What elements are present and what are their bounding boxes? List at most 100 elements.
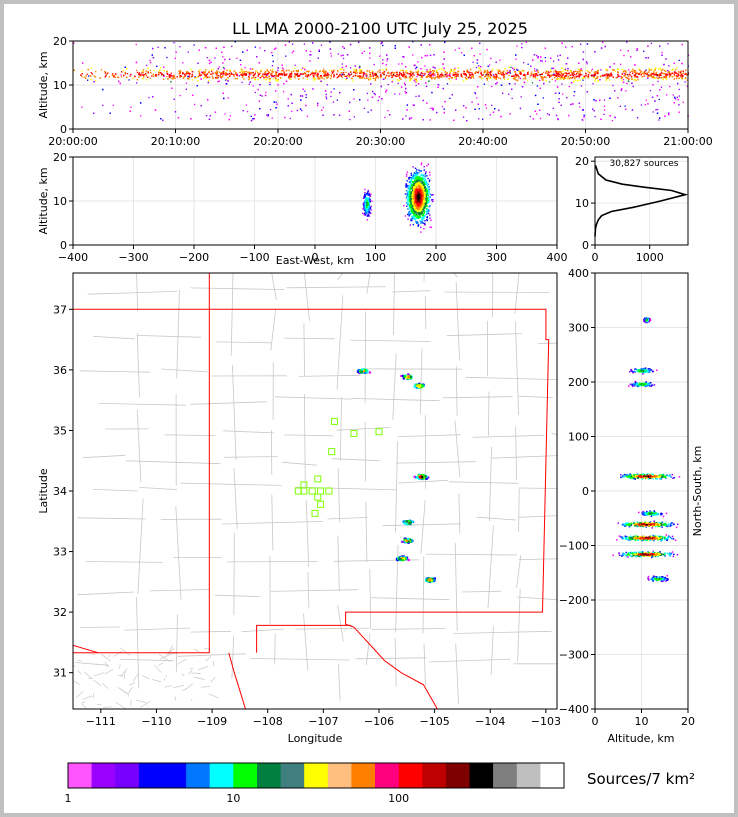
ew-altitude-source <box>407 190 409 193</box>
ew-altitude-source <box>368 194 370 197</box>
ew-altitude-source <box>369 212 371 215</box>
time-altitude-source <box>208 118 211 120</box>
time-altitude-source <box>537 71 539 74</box>
time-altitude-source <box>645 69 647 71</box>
time-altitude-source <box>160 67 162 69</box>
time-altitude-source <box>652 111 654 113</box>
time-altitude-source <box>369 75 371 78</box>
time-altitude-source <box>198 75 200 77</box>
time-altitude-source <box>341 66 344 69</box>
time-altitude-source <box>249 71 251 74</box>
time-altitude-source <box>349 101 351 104</box>
time-altitude-source <box>227 77 229 79</box>
time-altitude-source <box>650 69 652 71</box>
ew-altitude-source <box>364 191 366 194</box>
time-altitude-source <box>417 73 419 76</box>
time-altitude-source <box>186 71 188 73</box>
time-altitude-source <box>168 73 171 76</box>
time-altitude-source <box>650 74 652 77</box>
time-altitude-source <box>138 73 140 75</box>
ew-altitude-source <box>368 205 370 208</box>
time-altitude-source <box>437 86 439 88</box>
time-altitude-source <box>552 67 555 69</box>
time-altitude-source <box>484 75 487 77</box>
time-altitude-source <box>416 71 418 74</box>
time-altitude-source <box>557 55 559 57</box>
time-altitude-source <box>492 111 495 113</box>
time-altitude-source <box>254 46 256 48</box>
time-altitude-source <box>340 72 343 74</box>
ew-altitude-source <box>368 197 371 199</box>
time-altitude-source <box>509 113 511 115</box>
time-altitude-source <box>242 71 244 73</box>
time-altitude-source <box>626 74 629 76</box>
time-altitude-source <box>331 70 333 72</box>
time-altitude-source <box>674 71 676 73</box>
time-altitude-source <box>406 104 408 106</box>
time-altitude-source <box>490 74 492 76</box>
time-altitude-source <box>370 78 372 80</box>
time-altitude-source <box>321 109 323 111</box>
time-altitude-source <box>382 44 384 47</box>
time-altitude-source <box>269 78 271 80</box>
time-altitude-source <box>647 76 649 78</box>
time-altitude-source <box>318 71 320 73</box>
time-altitude-source <box>680 74 682 77</box>
time-altitude-source <box>478 108 480 110</box>
time-altitude-source <box>288 77 290 79</box>
time-altitude-source <box>444 41 446 43</box>
ew-altitude-source <box>365 209 368 211</box>
time-altitude-source <box>579 71 581 73</box>
time-altitude-source <box>470 76 472 78</box>
time-altitude-source <box>214 111 217 113</box>
time-altitude-source <box>340 75 342 77</box>
time-altitude-source <box>289 74 291 76</box>
time-altitude-source <box>313 77 315 80</box>
time-altitude-source <box>146 64 148 66</box>
time-altitude-source <box>535 74 537 76</box>
time-altitude-source <box>613 69 615 71</box>
time-altitude-source <box>283 69 285 71</box>
time-altitude-source <box>515 79 517 81</box>
time-altitude-source <box>184 73 186 76</box>
time-altitude-source <box>455 109 457 111</box>
time-altitude-source <box>519 107 522 110</box>
time-altitude-source <box>660 86 663 88</box>
time-altitude-source <box>467 76 470 79</box>
time-altitude-source <box>152 47 154 50</box>
time-altitude-source <box>369 74 371 76</box>
time-altitude-source <box>495 77 497 79</box>
time-altitude-source <box>173 74 175 76</box>
time-altitude-source <box>387 71 390 74</box>
ew-altitude-source <box>366 210 368 212</box>
time-altitude-source <box>682 72 684 74</box>
time-altitude-source <box>402 118 404 120</box>
time-altitude-source <box>345 78 347 81</box>
time-altitude-source <box>367 99 369 101</box>
time-altitude-source <box>515 76 517 79</box>
time-altitude-source <box>138 76 140 78</box>
time-altitude-source <box>661 77 663 79</box>
time-altitude-source <box>404 92 407 94</box>
time-altitude-source <box>446 75 448 77</box>
time-altitude-source <box>271 76 273 78</box>
time-altitude-source <box>204 74 206 76</box>
time-altitude-source <box>284 44 287 46</box>
time-altitude-source <box>255 76 257 79</box>
time-altitude-source <box>218 80 220 82</box>
time-altitude-source <box>677 82 679 85</box>
time-altitude-source <box>605 80 607 82</box>
time-altitude-source <box>548 71 550 73</box>
time-altitude-source <box>476 62 478 64</box>
time-altitude-source <box>671 72 673 74</box>
time-altitude-source <box>206 57 208 59</box>
time-altitude-source <box>634 69 636 72</box>
time-altitude-source <box>532 74 534 77</box>
time-altitude-source <box>241 81 243 84</box>
time-altitude-source <box>306 70 308 73</box>
time-altitude-source <box>254 79 256 81</box>
time-altitude-source <box>87 68 89 71</box>
ew-altitude-source <box>368 207 370 209</box>
time-altitude-source <box>410 77 412 80</box>
time-altitude-source <box>424 74 426 76</box>
